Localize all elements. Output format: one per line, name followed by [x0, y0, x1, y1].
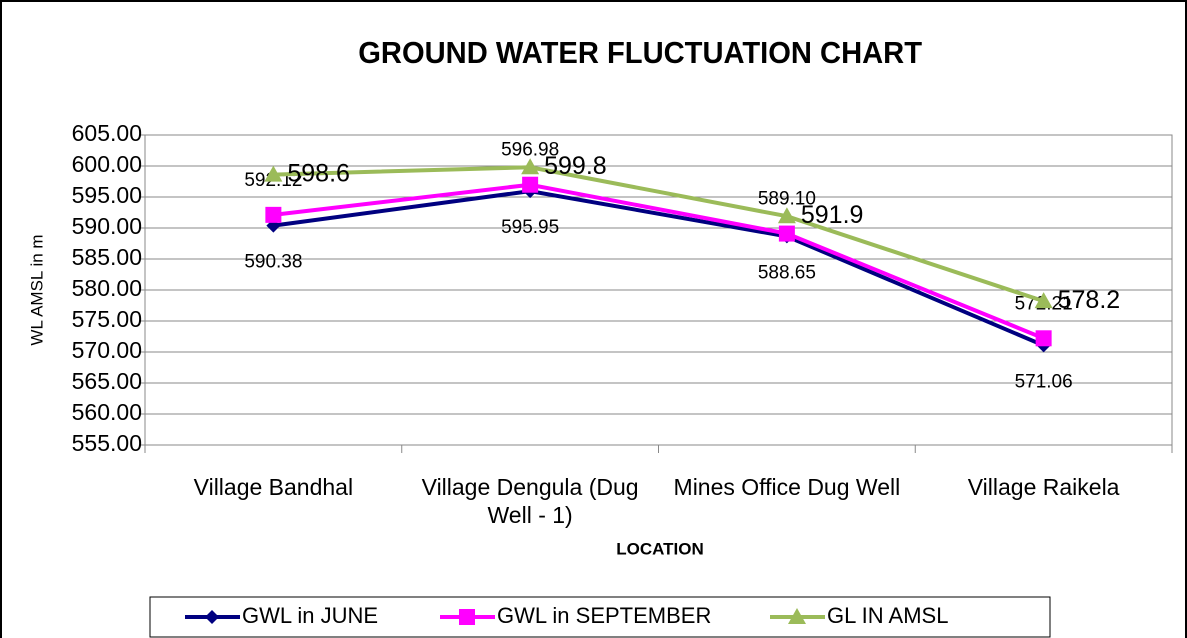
y-tick-label: 575.00	[72, 306, 142, 332]
legend-marker	[788, 608, 806, 624]
y-tick-label: 600.00	[72, 151, 142, 177]
chart-title: GROUND WATER FLUCTUATION CHART	[358, 36, 922, 70]
series-line	[273, 189, 1045, 348]
y-tick-label: 555.00	[72, 430, 142, 456]
data-label: 578.2	[1058, 286, 1121, 314]
data-point	[1035, 330, 1052, 347]
data-label: 571.06	[1015, 371, 1073, 392]
x-axis-label: LOCATION	[616, 539, 704, 558]
y-tick-label: 590.00	[72, 213, 142, 239]
legend-label: GWL in JUNE	[242, 603, 378, 628]
data-label: 598.6	[287, 159, 350, 187]
legend-label: GWL in SEPTEMBER	[497, 603, 711, 628]
data-point	[1034, 292, 1053, 309]
data-point	[522, 176, 539, 193]
y-tick-label: 565.00	[72, 368, 142, 394]
data-label: 595.95	[501, 217, 559, 238]
y-tick-label: 560.00	[72, 399, 142, 425]
data-point	[264, 165, 283, 182]
data-label: 589.10	[758, 189, 816, 210]
legend-label: GL IN AMSL	[827, 603, 948, 628]
data-point	[777, 207, 796, 224]
x-tick-label: Mines Office Dug Well	[673, 474, 901, 500]
data-point	[265, 206, 282, 223]
legend-box	[149, 596, 1051, 638]
y-tick-label: 570.00	[72, 337, 142, 363]
data-label: 596.98	[501, 140, 559, 161]
data-label: 590.38	[244, 252, 302, 273]
x-tick-label: Village Dengula (Dug Well - 1)	[421, 474, 639, 528]
y-tick-label: 605.00	[72, 120, 142, 146]
x-tick-label: Village Bandhal	[193, 474, 354, 500]
x-tick-label: Village Raikela	[967, 474, 1120, 500]
legend-marker	[459, 609, 475, 625]
data-point	[521, 158, 540, 175]
y-tick-label: 580.00	[72, 275, 142, 301]
series-line	[273, 182, 1045, 341]
y-axis-label: WL AMSL in m	[27, 234, 46, 345]
y-tick-label: 585.00	[72, 244, 142, 270]
y-tick-label: 595.00	[72, 182, 142, 208]
data-point	[778, 225, 795, 242]
series-line	[273, 165, 1045, 304]
legend-marker	[205, 610, 219, 624]
data-label: 599.8	[544, 152, 607, 180]
data-label: 591.9	[801, 201, 864, 229]
data-label: 588.65	[758, 262, 816, 283]
